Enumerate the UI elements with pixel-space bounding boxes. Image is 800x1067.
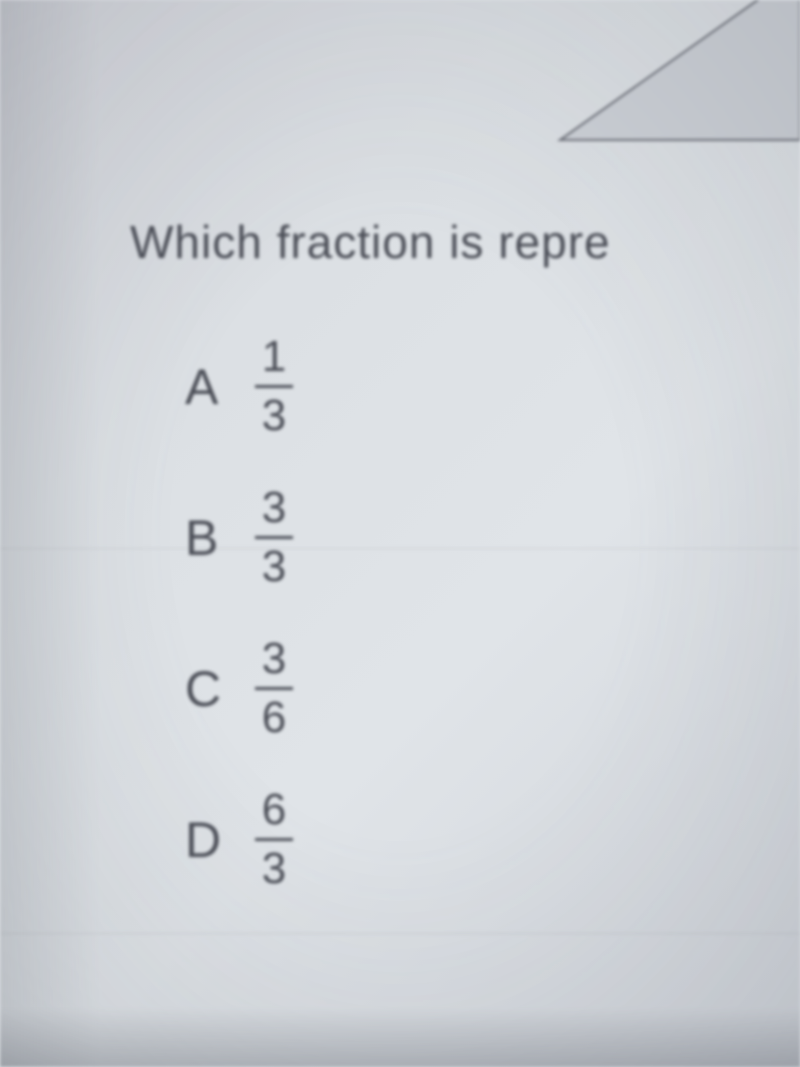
fraction: 3 3 xyxy=(255,486,293,589)
fraction-bar xyxy=(255,536,293,539)
option-b: B 3 3 xyxy=(185,486,293,589)
option-letter: A xyxy=(185,358,227,416)
numerator: 6 xyxy=(262,788,286,836)
fraction-bar xyxy=(255,385,293,388)
triangle-figure-fragment xyxy=(520,0,800,160)
option-letter: C xyxy=(185,660,227,718)
bottom-shadow xyxy=(0,1007,800,1067)
left-shadow xyxy=(0,0,100,1067)
denominator: 3 xyxy=(262,390,286,438)
option-c: C 3 6 xyxy=(185,637,293,740)
fraction-bar xyxy=(255,687,293,690)
denominator: 6 xyxy=(262,692,286,740)
option-letter: B xyxy=(185,509,227,567)
numerator: 3 xyxy=(262,637,286,685)
denominator: 3 xyxy=(262,541,286,589)
fraction: 6 3 xyxy=(255,788,293,891)
worksheet-page: Which fraction is repre A 1 3 B 3 3 C 3 xyxy=(0,0,800,1067)
option-letter: D xyxy=(185,811,227,869)
fraction-bar xyxy=(255,838,293,841)
answer-options: A 1 3 B 3 3 C 3 6 D xyxy=(185,335,293,939)
denominator: 3 xyxy=(262,843,286,891)
option-a: A 1 3 xyxy=(185,335,293,438)
notebook-rule-line xyxy=(0,933,800,934)
photo-vignette xyxy=(0,0,800,1067)
option-d: D 6 3 xyxy=(185,788,293,891)
question-text: Which fraction is repre xyxy=(130,215,611,269)
numerator: 1 xyxy=(262,335,286,383)
fraction: 1 3 xyxy=(255,335,293,438)
numerator: 3 xyxy=(262,486,286,534)
fraction: 3 6 xyxy=(255,637,293,740)
notebook-rule-line xyxy=(0,548,800,549)
